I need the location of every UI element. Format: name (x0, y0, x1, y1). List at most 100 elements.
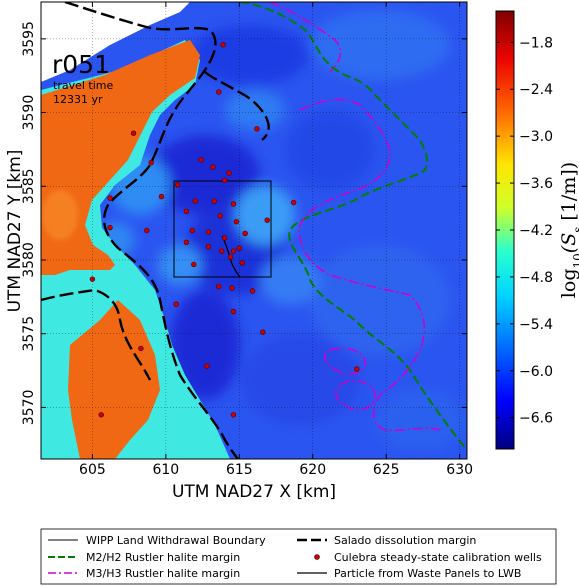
colorbar-tick-label: −6.6 (519, 411, 553, 427)
svg-text:Culebra steady-state calibrati: Culebra steady-state calibration wells (334, 551, 542, 564)
calibration-well (242, 230, 248, 237)
colorbar-tick-label: −5.4 (519, 317, 553, 333)
calibration-well (107, 224, 113, 231)
travel-time-value: 12331 yr (53, 93, 103, 106)
x-tick-label: 610 (152, 462, 179, 478)
grid-lines (41, 2, 467, 459)
legend-box (40, 528, 557, 585)
calibration-well (107, 195, 113, 201)
travel-time-label: travel time (53, 79, 113, 92)
run-label: r051 (52, 50, 110, 79)
svg-text:M3/H3 Rustler halite margin: M3/H3 Rustler halite margin (86, 567, 240, 580)
calibration-well (174, 182, 181, 188)
calibration-well (218, 248, 225, 254)
y-axis-label: UTM NAD27 Y [km] (5, 150, 25, 313)
calibration-well (239, 260, 245, 266)
legend-item-m2h2-margin: M2/H2 Rustler halite margin (48, 551, 240, 564)
no-data-region (41, 2, 190, 82)
x-tick-label: 625 (373, 462, 400, 478)
y-tick-label: 3590 (21, 95, 37, 131)
legend-item-particle-path: Particle from Waste Panels to LWB (297, 567, 521, 580)
y-tick-label: 3595 (21, 21, 37, 57)
map-field (41, 2, 467, 459)
calibration-well (249, 288, 256, 294)
colorbar-tick-label: −2.4 (519, 82, 553, 98)
colorbar-tick-label: −1.8 (519, 35, 553, 51)
y-ticks: 3570 3575 3580 3585 3590 3595 (21, 21, 467, 425)
calibration-well (210, 164, 216, 170)
salado-margin-left (41, 288, 152, 381)
y-tick-label: 3575 (21, 316, 37, 352)
calibration-well (354, 366, 360, 372)
colorbar-tick-label: −3.0 (519, 129, 553, 145)
x-tick-label: 605 (79, 462, 106, 478)
colorbar-tick-label: −3.6 (519, 176, 553, 192)
calibration-well (205, 229, 212, 235)
colorbar-tick-label: −4.8 (519, 270, 553, 286)
y-tick-label: 3585 (21, 168, 37, 204)
calibration-well (229, 285, 235, 291)
x-axis-label: UTM NAD27 X [km] (172, 482, 336, 502)
x-tick-label: 630 (446, 462, 473, 478)
calibration-well (226, 170, 232, 176)
colorbar: −1.8 −2.4 −3.0 −3.6 −4.2 −4.8 −5.4 −6.0 −6.6 log… (495, 10, 579, 450)
calibration-well (290, 199, 297, 206)
calibration-well (130, 130, 137, 136)
calibration-well (205, 244, 212, 250)
legend-item-calibration-wells: Culebra steady-state calibration wells (314, 551, 542, 564)
calibration-well (98, 412, 104, 418)
colorbar-tick-label: −4.2 (519, 223, 553, 239)
x-tick-label: 620 (299, 462, 326, 478)
x-tick-label: 615 (226, 462, 253, 478)
svg-text:Particle from Waste Panels to: Particle from Waste Panels to LWB (334, 567, 521, 580)
calibration-well (158, 193, 165, 200)
calibration-well (144, 227, 150, 234)
colorbar-label: log10(Ss [1/m]) (558, 162, 579, 298)
calibration-well (216, 89, 222, 95)
calibration-well (254, 126, 260, 132)
calibration-well (220, 42, 226, 48)
calibration-well (264, 217, 270, 223)
orange-highlight (42, 190, 78, 240)
calibration-well (211, 198, 218, 204)
x-ticks: 605 610 615 620 625 630 (79, 2, 473, 478)
legend-item-m3h3-margin: M3/H3 Rustler halite margin (48, 567, 240, 580)
y-tick-label: 3580 (21, 242, 37, 278)
m3h3-halite-margin (269, 2, 441, 432)
calibration-well (221, 177, 228, 184)
legend: WIPP Land Withdrawal Boundary Salado dis… (40, 528, 557, 585)
calibration-well (198, 157, 204, 163)
svg-text:M2/H2 Rustler halite margin: M2/H2 Rustler halite margin (86, 551, 240, 564)
calibration-well (217, 213, 223, 219)
map-overlays (41, 2, 467, 459)
calibration-well (183, 239, 190, 245)
calibration-well (173, 301, 179, 307)
calibration-well (183, 208, 190, 215)
calibration-well (221, 235, 228, 241)
calibration-well (138, 345, 144, 352)
svg-text:Salado dissolution margin: Salado dissolution margin (334, 534, 476, 547)
calibration-well (192, 198, 198, 204)
colorbar-tick-label: −6.0 (519, 364, 553, 380)
calibration-well (230, 248, 237, 254)
calibration-well (204, 363, 210, 369)
field-texture (95, 10, 465, 450)
legend-item-salado-margin: Salado dissolution margin (297, 534, 476, 547)
orange-zone-lower (68, 300, 160, 459)
calibration-well (191, 261, 197, 268)
legend-item-wipp-boundary: WIPP Land Withdrawal Boundary (48, 534, 266, 547)
calibration-well (230, 412, 237, 418)
calibration-well (189, 227, 196, 234)
calibration-well (260, 329, 266, 335)
orange-zone (41, 40, 200, 275)
plot-frame (40, 1, 468, 460)
y-tick-label: 3570 (21, 390, 37, 426)
calibration-well (230, 201, 237, 207)
calibration-well (148, 159, 154, 166)
calibration-well (230, 308, 237, 315)
calibration-wells (89, 42, 360, 418)
calibration-well (227, 254, 234, 260)
colorbar-ticks: −1.8 −2.4 −3.0 −3.6 −4.2 −4.8 −5.4 −6.0 −6.6 (496, 35, 553, 427)
calibration-well (89, 276, 96, 282)
